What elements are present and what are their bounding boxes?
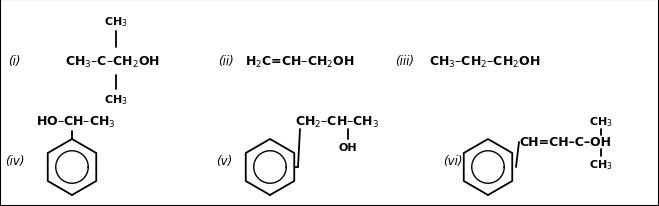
Text: H$_2$C=CH–CH$_2$OH: H$_2$C=CH–CH$_2$OH bbox=[245, 54, 355, 69]
Text: HO–CH–CH$_3$: HO–CH–CH$_3$ bbox=[36, 114, 116, 129]
Text: (ii): (ii) bbox=[218, 55, 234, 68]
Text: (iv): (iv) bbox=[5, 155, 24, 168]
Text: CH$_2$–CH–CH$_3$: CH$_2$–CH–CH$_3$ bbox=[295, 114, 380, 129]
Text: CH$_3$: CH$_3$ bbox=[589, 115, 613, 128]
Text: CH$_3$–C–CH$_2$OH: CH$_3$–C–CH$_2$OH bbox=[65, 54, 160, 69]
Text: (v): (v) bbox=[216, 155, 232, 168]
Text: CH$_3$: CH$_3$ bbox=[104, 15, 128, 29]
Text: CH$_3$: CH$_3$ bbox=[589, 157, 613, 171]
Text: CH$_3$: CH$_3$ bbox=[104, 93, 128, 106]
Text: CH=CH–C–OH: CH=CH–C–OH bbox=[519, 136, 611, 149]
Text: (i): (i) bbox=[8, 55, 20, 68]
Text: OH: OH bbox=[339, 142, 357, 152]
Text: CH$_3$–CH$_2$–CH$_2$OH: CH$_3$–CH$_2$–CH$_2$OH bbox=[429, 54, 540, 69]
Text: (vi): (vi) bbox=[443, 155, 463, 168]
Text: (iii): (iii) bbox=[395, 55, 414, 68]
